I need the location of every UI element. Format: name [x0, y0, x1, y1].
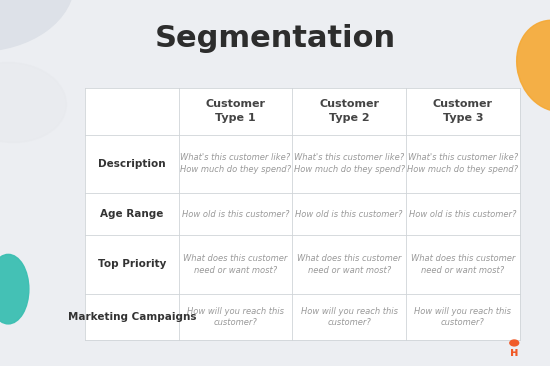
Text: Top Priority: Top Priority — [98, 259, 166, 269]
Ellipse shape — [0, 254, 29, 324]
FancyBboxPatch shape — [85, 88, 520, 340]
Ellipse shape — [0, 63, 67, 142]
Text: What does this customer
need or want most?: What does this customer need or want mos… — [411, 254, 515, 274]
Text: Age Range: Age Range — [100, 209, 164, 219]
Text: How old is this customer?: How old is this customer? — [182, 210, 289, 219]
Text: How will you reach this
customer?: How will you reach this customer? — [301, 307, 398, 327]
Ellipse shape — [516, 20, 550, 112]
Circle shape — [510, 340, 519, 346]
Text: Customer
Type 2: Customer Type 2 — [319, 99, 379, 123]
Text: How will you reach this
customer?: How will you reach this customer? — [187, 307, 284, 327]
Ellipse shape — [0, 0, 74, 51]
Text: What does this customer
need or want most?: What does this customer need or want mos… — [297, 254, 402, 274]
Text: Segmentation: Segmentation — [155, 24, 395, 53]
Text: What's this customer like?
How much do they spend?: What's this customer like? How much do t… — [180, 153, 291, 174]
Text: How old is this customer?: How old is this customer? — [295, 210, 403, 219]
Text: Description: Description — [98, 159, 166, 169]
Text: How will you reach this
customer?: How will you reach this customer? — [414, 307, 512, 327]
Text: What does this customer
need or want most?: What does this customer need or want mos… — [183, 254, 288, 274]
Text: Customer
Type 1: Customer Type 1 — [206, 99, 266, 123]
Text: Customer
Type 3: Customer Type 3 — [433, 99, 493, 123]
Text: How old is this customer?: How old is this customer? — [409, 210, 516, 219]
Text: What's this customer like?
How much do they spend?: What's this customer like? How much do t… — [294, 153, 405, 174]
Text: What's this customer like?
How much do they spend?: What's this customer like? How much do t… — [408, 153, 519, 174]
Text: ʜ: ʜ — [510, 346, 519, 359]
Text: Marketing Campaigns: Marketing Campaigns — [68, 312, 196, 322]
